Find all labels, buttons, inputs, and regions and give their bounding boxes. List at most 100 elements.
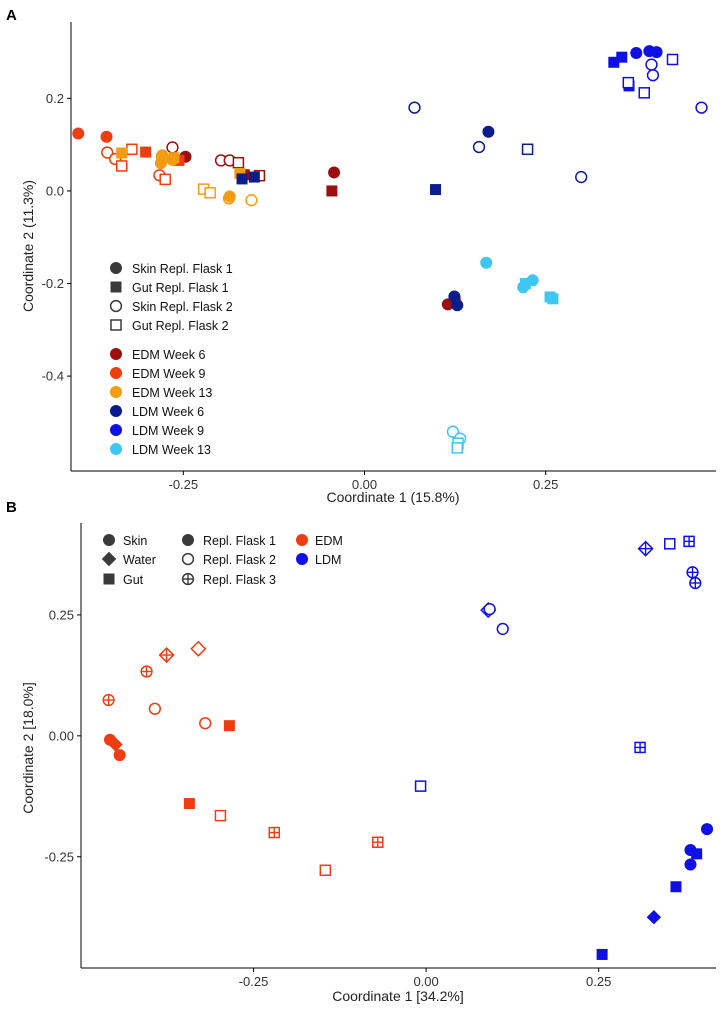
point-ldm-circle-crossed	[689, 576, 702, 590]
point-ldm-square-crossed	[634, 741, 646, 754]
panel-b-legend: Skin Water Gut Repl. Flask 1 Repl. Flask…	[101, 534, 343, 587]
panel-a-axes: -0.25 0.00 0.25 0.2 0.0 -0.2 -0.4	[42, 22, 716, 492]
panel-a-x-axis-title: Coordinate 1 (15.8%)	[326, 489, 459, 505]
point-edm-week-9-circle-open	[101, 146, 114, 159]
point-ldm-week-6-square-filled	[430, 184, 442, 196]
legend-a-label-gut-flask2: Gut Repl. Flask 2	[132, 319, 229, 333]
point-ldm-week-9-square-filled	[616, 51, 628, 63]
point-edm-week-13-square-filled	[116, 147, 128, 159]
panel-b-label: B	[6, 499, 17, 516]
point-ldm-week-13-square-filled	[547, 293, 559, 305]
point-ldm-week-6-circle-open	[472, 140, 486, 154]
point-ldm-week-6-circle-open	[575, 170, 588, 184]
panel-a-plot	[72, 45, 708, 454]
legend-b-diamond-icon	[101, 551, 117, 567]
point-edm-circle-filled	[113, 749, 126, 762]
legend-a-swatch-edm-week-9	[110, 367, 122, 379]
legend-b-label-flask2: Repl. Flask 2	[203, 553, 276, 567]
point-ldm-week-9-circle-filled	[650, 46, 663, 59]
panel-b-y-axis-title: Coordinate 2 [18.0%]	[20, 682, 36, 814]
legend-b-flask-filled-icon	[182, 534, 194, 546]
point-edm-square-filled	[223, 720, 235, 732]
legend-a-label-ldm-week13: LDM Week 13	[132, 443, 211, 457]
point-edm-week-6-square-open	[232, 156, 245, 169]
point-edm-week-6-circle-open	[166, 141, 179, 154]
point-ldm-diamond-crossed	[637, 540, 654, 557]
legend-a-square-filled	[110, 281, 122, 293]
legend-b-label-edm: EDM	[315, 534, 343, 548]
y-tick-label: -0.4	[42, 369, 64, 384]
point-ldm-square-crossed	[683, 535, 695, 548]
point-edm-week-9-square-open	[126, 143, 138, 156]
point-ldm-circle-filled	[701, 823, 714, 836]
legend-a-label-skin-flask2: Skin Repl. Flask 2	[132, 300, 233, 314]
point-ldm-week-6-square-filled	[248, 171, 260, 183]
point-edm-circle-crossed	[102, 693, 115, 707]
legend-b-label-flask3: Repl. Flask 3	[203, 573, 276, 587]
legend-b-swatch-edm	[296, 534, 308, 546]
legend-b-flask-crossed-icon	[181, 572, 195, 586]
y-tick-label: 0.0	[46, 183, 64, 198]
point-edm-week-9-square-open	[159, 173, 171, 186]
point-ldm-week-13-square-filled	[519, 278, 531, 290]
point-ldm-circle-open	[496, 622, 509, 636]
legend-a-circle-filled	[110, 262, 122, 274]
x-tick-label: -0.25	[239, 974, 269, 989]
point-ldm-week-13-circle-filled	[480, 256, 493, 269]
point-edm-week-6-square-filled	[326, 185, 338, 197]
point-edm-week-9-circle-filled	[100, 130, 113, 143]
point-edm-week-9-circle-filled	[72, 127, 85, 140]
legend-b-label-flask1: Repl. Flask 1	[203, 534, 276, 548]
point-edm-circle-open	[148, 702, 162, 715]
x-tick-label: -0.25	[169, 477, 199, 492]
legend-a-swatch-ldm-week-6	[110, 405, 122, 417]
point-ldm-square-open	[664, 538, 676, 550]
point-ldm-week-9-circle-open	[646, 69, 660, 82]
point-ldm-week-9-circle-open	[695, 101, 708, 114]
point-ldm-square-filled	[596, 948, 608, 960]
point-ldm-week-9-circle-open	[645, 58, 658, 71]
legend-a-label-edm-week6: EDM Week 6	[132, 348, 205, 362]
point-edm-diamond-open	[190, 640, 207, 657]
point-edm-week-13-circle-open	[245, 194, 258, 207]
point-edm-square-open	[319, 864, 332, 877]
point-ldm-week-9-square-open	[622, 76, 635, 89]
point-ldm-week-6-square-open	[521, 143, 534, 156]
point-edm-diamond-crossed	[158, 646, 175, 664]
point-edm-week-13-square-open	[204, 187, 216, 199]
legend-a-circle-open	[109, 299, 123, 313]
point-edm-square-open	[214, 809, 227, 822]
point-ldm-circle-open	[483, 602, 496, 616]
point-ldm-week-9-square-open	[638, 87, 651, 99]
x-tick-label: 0.25	[533, 477, 558, 492]
point-ldm-week-13-circle-open	[446, 425, 460, 438]
point-edm-week-13-square-filled	[234, 167, 246, 179]
point-edm-circle-crossed	[140, 665, 153, 678]
point-ldm-week-9-square-filled	[608, 56, 620, 68]
point-ldm-diamond-filled	[646, 910, 662, 925]
point-edm-square-filled	[183, 798, 195, 810]
legend-b-label-water: Water	[123, 553, 156, 567]
point-ldm-week-9-square-open	[666, 53, 679, 66]
legend-a-label-ldm-week6: LDM Week 6	[132, 405, 204, 419]
point-edm-week-9-square-filled	[140, 146, 152, 158]
legend-a-label-skin-flask1: Skin Repl. Flask 1	[132, 262, 233, 276]
y-tick-label: 0.00	[49, 728, 74, 743]
point-ldm-circle-filled	[684, 858, 697, 871]
point-edm-week-6-circle-filled	[328, 166, 341, 179]
legend-b-label-gut: Gut	[123, 573, 144, 587]
point-edm-week-13-square-filled	[168, 152, 180, 164]
y-tick-label: -0.2	[42, 276, 64, 291]
legend-b-circle-icon	[103, 534, 115, 546]
panel-a-label: A	[6, 7, 17, 24]
legend-a-swatch-ldm-week-9	[110, 424, 122, 436]
legend-a-swatch-edm-week-6	[110, 348, 122, 360]
point-ldm-week-6-square-filled	[236, 173, 248, 185]
legend-a-label-edm-week13: EDM Week 13	[132, 386, 212, 400]
legend-a-label-gut-flask1: Gut Repl. Flask 1	[132, 281, 229, 295]
point-edm-diamond-filled	[108, 737, 123, 752]
point-edm-square-crossed	[372, 836, 384, 848]
legend-b-swatch-ldm	[296, 553, 308, 565]
panel-b-plot	[102, 535, 714, 960]
